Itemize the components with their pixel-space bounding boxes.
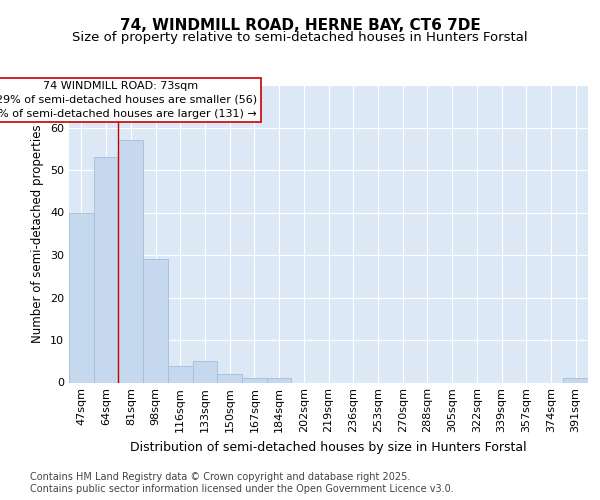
X-axis label: Distribution of semi-detached houses by size in Hunters Forstal: Distribution of semi-detached houses by … bbox=[130, 441, 527, 454]
Bar bbox=[242, 378, 267, 382]
Bar bbox=[143, 259, 168, 382]
Bar bbox=[94, 157, 118, 382]
Bar bbox=[69, 212, 94, 382]
Text: 74 WINDMILL ROAD: 73sqm
← 29% of semi-detached houses are smaller (56)
68% of se: 74 WINDMILL ROAD: 73sqm ← 29% of semi-de… bbox=[0, 81, 257, 119]
Text: Contains HM Land Registry data © Crown copyright and database right 2025.
Contai: Contains HM Land Registry data © Crown c… bbox=[30, 472, 454, 494]
Y-axis label: Number of semi-detached properties: Number of semi-detached properties bbox=[31, 124, 44, 343]
Bar bbox=[168, 366, 193, 382]
Text: Size of property relative to semi-detached houses in Hunters Forstal: Size of property relative to semi-detach… bbox=[72, 31, 528, 44]
Bar bbox=[118, 140, 143, 382]
Bar bbox=[563, 378, 588, 382]
Text: 74, WINDMILL ROAD, HERNE BAY, CT6 7DE: 74, WINDMILL ROAD, HERNE BAY, CT6 7DE bbox=[119, 18, 481, 32]
Bar bbox=[193, 361, 217, 382]
Bar bbox=[217, 374, 242, 382]
Bar bbox=[267, 378, 292, 382]
